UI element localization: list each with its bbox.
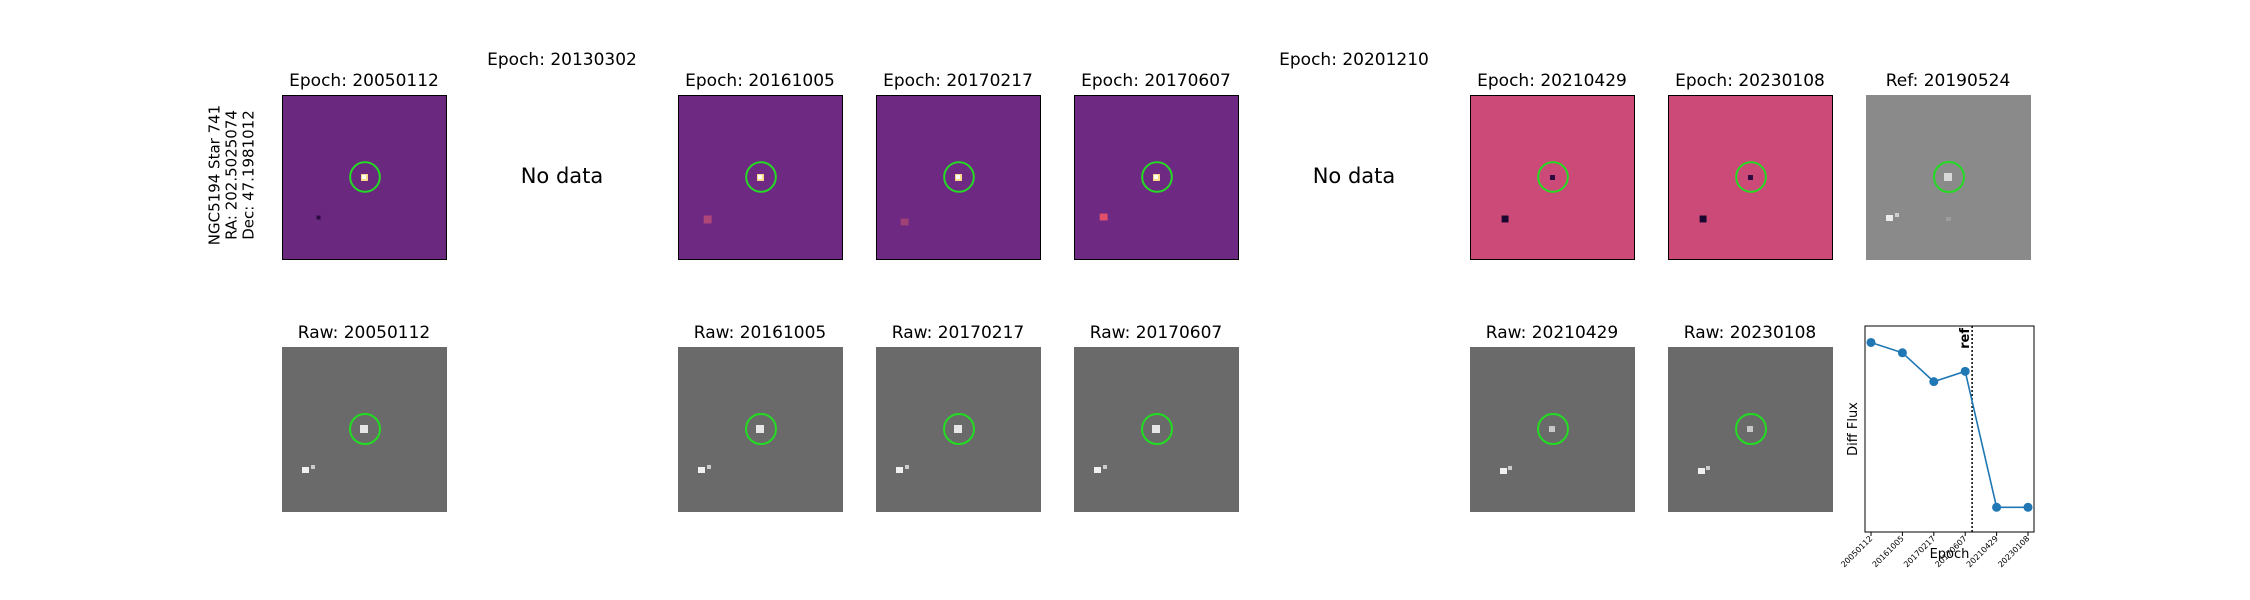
data-point-6 xyxy=(2023,502,2033,512)
no-data-label-2: No data xyxy=(1312,164,1396,188)
raw-panel-6 xyxy=(1668,347,1833,512)
diff-panel-4 xyxy=(876,95,1041,260)
raw-panel-2 xyxy=(678,347,843,512)
diff-title-8: Epoch: 20230108 xyxy=(1675,71,1825,91)
data-point-3 xyxy=(1929,377,1939,387)
raw-title-4: Raw: 20170607 xyxy=(1089,323,1223,343)
x-tick-label-6: 20230108 xyxy=(1996,534,2031,569)
raw-panel-3 xyxy=(876,347,1041,512)
diff-panel-5 xyxy=(1074,95,1239,260)
diff-title-1: Epoch: 20050112 xyxy=(289,71,439,91)
diff-panel-1 xyxy=(282,95,447,260)
target-name: NGC5194 Star 741 xyxy=(205,104,224,246)
raw-panel-1 xyxy=(282,347,447,512)
diff-title-6: Epoch: 20201210 xyxy=(1279,50,1429,70)
raw-title-1: Raw: 20050112 xyxy=(297,323,431,343)
diff-title-7: Epoch: 20210429 xyxy=(1477,71,1627,91)
data-point-1 xyxy=(1866,337,1876,347)
data-point-4 xyxy=(1960,366,1970,376)
x-axis-label: Epoch xyxy=(1930,547,1970,562)
ref-title: Ref: 20190524 xyxy=(1885,71,2011,91)
diff-panel-3 xyxy=(678,95,843,260)
x-tick-label-1: 20050112 xyxy=(1839,534,1874,569)
target-ra: RA: 202.5025074 xyxy=(222,110,241,240)
x-tick-label-2: 20161005 xyxy=(1871,534,1906,569)
target-dec: Dec: 47.1981012 xyxy=(239,110,258,240)
diff-panel-8 xyxy=(1668,95,1833,260)
data-point-5 xyxy=(1992,502,2002,512)
light-curve-chart: ref 20050112 20161005 20170217 20170607 20210… xyxy=(1839,320,2040,569)
raw-panel-5 xyxy=(1470,347,1635,512)
y-axis-label: Diff Flux xyxy=(1846,402,1861,456)
ref-line-label: ref xyxy=(1958,328,1973,349)
series-line xyxy=(1870,341,2028,509)
raw-panel-4 xyxy=(1074,347,1239,512)
raw-title-6: Raw: 20230108 xyxy=(1683,323,1817,343)
diff-title-2: Epoch: 20130302 xyxy=(487,50,637,70)
ref-panel xyxy=(1866,95,2031,260)
raw-title-5: Raw: 20210429 xyxy=(1485,323,1619,343)
light-curve-svg: ref2005011220161005201702172017060720210… xyxy=(1839,325,2035,569)
diff-title-5: Epoch: 20170607 xyxy=(1081,71,1231,91)
data-point-2 xyxy=(1897,348,1907,358)
no-data-label-1: No data xyxy=(520,164,604,188)
x-tick-label-5: 20210429 xyxy=(1965,534,2000,569)
diff-title-4: Epoch: 20170217 xyxy=(883,71,1033,91)
diff-panel-7 xyxy=(1470,95,1635,260)
diff-title-3: Epoch: 20161005 xyxy=(685,71,835,91)
raw-title-2: Raw: 20161005 xyxy=(693,323,827,343)
chart-frame xyxy=(1864,325,2035,533)
raw-title-3: Raw: 20170217 xyxy=(891,323,1025,343)
